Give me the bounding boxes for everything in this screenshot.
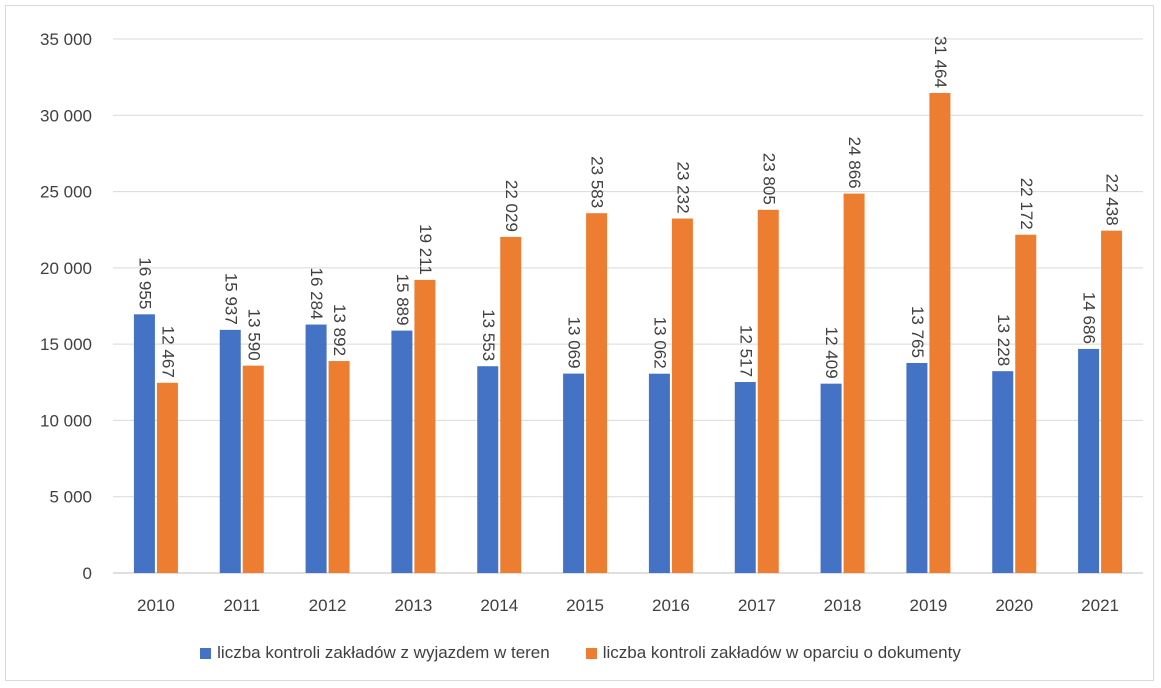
data-label-series-2: 23 232: [673, 162, 692, 214]
bar-series-2: [1015, 234, 1037, 573]
y-tick-label: 10 000: [40, 411, 92, 430]
x-tick-label: 2010: [137, 596, 175, 615]
data-label-series-1: 13 069: [565, 317, 584, 369]
bar-series-1: [648, 373, 670, 573]
bar-series-1: [734, 382, 756, 573]
data-label-series-2: 23 583: [588, 156, 607, 208]
data-label-series-1: 12 409: [822, 327, 841, 379]
x-tick-label: 2015: [566, 596, 604, 615]
legend-swatch-series-2: [585, 647, 597, 659]
data-label-series-1: 13 062: [650, 317, 669, 369]
legend-label-series-2: liczba kontroli zakładów w oparciu o dok…: [602, 643, 961, 662]
data-label-series-1: 14 686: [1080, 292, 1099, 344]
x-tick-label: 2013: [395, 596, 433, 615]
data-label-series-2: 24 866: [845, 137, 864, 189]
y-tick-label: 5 000: [49, 488, 92, 507]
data-label-series-1: 12 517: [736, 325, 755, 377]
bar-series-2: [414, 279, 436, 573]
bar-series-2: [843, 193, 865, 573]
y-tick-label: 30 000: [40, 106, 92, 125]
bar-series-1: [820, 383, 842, 573]
data-label-series-2: 12 467: [158, 326, 177, 378]
bar-series-1: [563, 373, 585, 573]
data-label-series-1: 13 228: [994, 314, 1013, 366]
bar-series-2: [328, 361, 350, 573]
legend-swatch-series-1: [200, 647, 212, 659]
data-label-series-1: 13 553: [479, 309, 498, 361]
bar-series-2: [929, 92, 951, 574]
bar-series-1: [992, 371, 1014, 573]
y-tick-label: 25 000: [40, 183, 92, 202]
y-tick-label: 20 000: [40, 259, 92, 278]
y-tick-label: 35 000: [40, 30, 92, 49]
x-tick-label: 2016: [652, 596, 690, 615]
bar-series-1: [219, 329, 241, 573]
bar-series-2: [586, 213, 608, 573]
data-label-series-2: 19 211: [416, 224, 435, 275]
x-tick-label: 2020: [995, 596, 1033, 615]
data-label-series-2: 13 892: [330, 304, 349, 356]
bar-series-2: [757, 209, 779, 573]
bar-series-2: [156, 382, 178, 573]
legend: liczba kontroli zakładów z wyjazdem w te…: [0, 640, 1161, 666]
bar-series-1: [391, 330, 413, 573]
data-label-series-1: 16 284: [307, 268, 326, 320]
x-tick-label: 2017: [738, 596, 776, 615]
bar-series-1: [477, 366, 499, 573]
legend-item-series-1: liczba kontroli zakładów z wyjazdem w te…: [200, 643, 550, 663]
bar-series-2: [500, 236, 522, 574]
data-label-series-1: 13 765: [908, 306, 927, 358]
bar-series-2: [671, 218, 693, 573]
data-label-series-1: 15 889: [393, 274, 412, 326]
y-tick-label: 15 000: [40, 335, 92, 354]
bar-series-1: [305, 324, 327, 573]
y-axis-ticks: 0 5 000 10 000 15 000 20 000 25 000 30 000 35 0…: [40, 30, 92, 583]
bar-series-2: [1101, 230, 1123, 574]
x-tick-label: 2011: [223, 596, 260, 615]
legend-item-series-2: liczba kontroli zakładów w oparciu o dok…: [585, 643, 961, 663]
bars: [133, 92, 1123, 574]
gridlines: [113, 38, 1143, 574]
data-label-series-2: 13 590: [244, 309, 263, 361]
x-tick-label: 2012: [309, 596, 347, 615]
data-label-series-2: 31 464: [931, 36, 950, 88]
x-tick-label: 2018: [824, 596, 862, 615]
data-label-series-1: 16 955: [135, 257, 154, 309]
data-label-series-1: 15 937: [221, 273, 240, 325]
x-tick-label: 2019: [910, 596, 948, 615]
y-tick-label: 0: [83, 564, 92, 583]
bar-series-2: [242, 365, 264, 573]
bar-series-1: [133, 314, 155, 573]
data-label-series-2: 22 438: [1103, 174, 1122, 226]
x-axis-ticks: 2010 2011 2012 2013 2014 2015 2016 2017 2018 2019…: [137, 596, 1119, 615]
bar-series-1: [906, 362, 928, 573]
x-tick-label: 2014: [480, 596, 518, 615]
data-label-series-2: 22 029: [502, 180, 521, 232]
data-label-series-2: 23 805: [759, 153, 778, 205]
legend-label-series-1: liczba kontroli zakładów z wyjazdem w te…: [217, 643, 550, 662]
data-label-series-2: 22 172: [1017, 178, 1036, 230]
x-tick-label: 2021: [1081, 596, 1119, 615]
bar-series-1: [1078, 348, 1100, 573]
